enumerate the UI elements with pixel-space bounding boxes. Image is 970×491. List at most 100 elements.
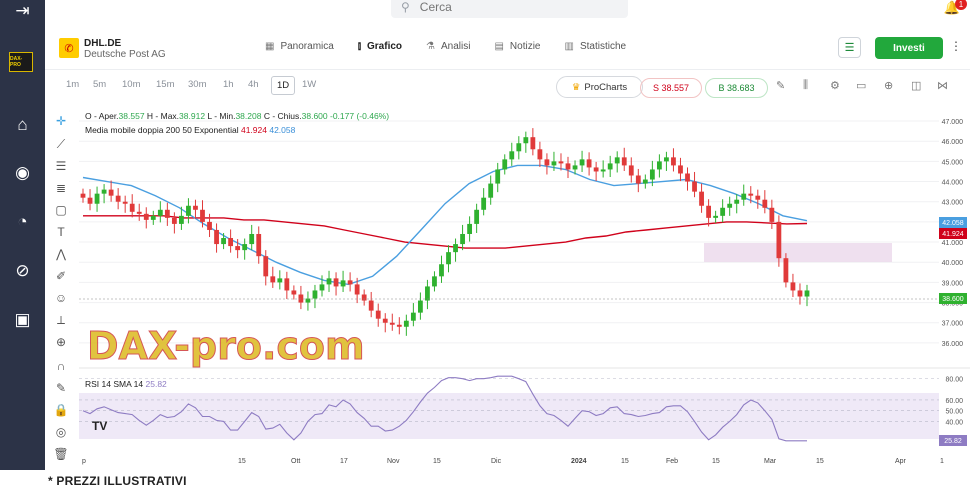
x-tick-label: Ott xyxy=(291,458,300,465)
candle-body xyxy=(790,282,796,291)
left-sidebar: ⇥ DAX-PRO ⌂ ◉ ◔ ⊘ ▣ xyxy=(0,0,45,470)
crosshair-icon[interactable]: ✛ xyxy=(55,114,67,128)
screenshot-icon[interactable]: ◫ xyxy=(911,80,922,92)
candle-body xyxy=(354,284,360,295)
dhl-logo-icon: ✆ xyxy=(59,38,79,58)
text-icon[interactable]: T xyxy=(57,225,65,239)
fibonacci-icon[interactable]: ≣ xyxy=(55,181,67,195)
ma50-axis-tag xyxy=(939,217,967,228)
more-menu-icon[interactable]: ⋮ xyxy=(950,39,962,53)
discover-compass-icon[interactable]: ⊘ xyxy=(15,261,30,280)
tab-statistiche[interactable]: ▥ Statistiche xyxy=(564,41,627,52)
rsi-tick-label: 50.00 xyxy=(945,409,963,416)
portfolio-pie-icon[interactable]: ◔ xyxy=(17,212,28,231)
candle-body xyxy=(446,252,451,265)
rsi-legend: RSI 14 SMA 14 25.82 xyxy=(85,379,167,389)
candle-body xyxy=(572,165,578,170)
candle-body xyxy=(221,238,226,245)
tab-panoramica[interactable]: ▦ Panoramica xyxy=(265,41,334,52)
x-tick-label: Apr xyxy=(895,458,907,465)
x-tick-label: 2024 xyxy=(571,458,587,465)
candle-body xyxy=(263,256,269,277)
rectangle-icon[interactable]: ▢ xyxy=(55,203,67,217)
search-input[interactable] xyxy=(419,0,600,14)
lock-drawing-icon[interactable]: ✎ xyxy=(55,381,67,395)
candle-body xyxy=(537,149,543,160)
footer-note: * PREZZI ILLUSTRATIVI xyxy=(48,474,187,488)
candle-body xyxy=(410,312,416,321)
pattern-icon[interactable]: ⋀ xyxy=(56,247,66,261)
watchlist-eye-icon[interactable]: ◉ xyxy=(15,163,30,182)
home-icon[interactable]: ⌂ xyxy=(17,115,28,134)
zoom-in-icon[interactable]: ⊕ xyxy=(55,335,67,349)
trash-icon[interactable]: 🗑 xyxy=(53,447,69,461)
buy-price-button[interactable]: B 38.683 xyxy=(705,78,768,98)
timeframe-15m[interactable]: 15m xyxy=(156,79,175,90)
candle-body xyxy=(298,294,304,303)
chart-grid xyxy=(79,120,939,344)
procharts-button[interactable]: ♛ ProCharts xyxy=(556,76,643,98)
timeframe-30m[interactable]: 30m xyxy=(188,79,207,90)
emoji-icon[interactable]: ☺ xyxy=(54,291,68,305)
candle-body xyxy=(157,209,163,216)
chart-icon: ⫾ xyxy=(357,41,362,52)
watchlist-add-button[interactable]: ☰ xyxy=(838,37,861,58)
candle-body xyxy=(347,280,353,285)
candle-body xyxy=(607,163,613,170)
candle-body xyxy=(101,189,107,194)
timeframe-5m[interactable]: 5m xyxy=(93,79,107,90)
timeframe-1m[interactable]: 1m xyxy=(66,79,80,90)
horizontal-lines-icon[interactable]: ☰ xyxy=(55,159,67,173)
zone-rectangle xyxy=(704,243,892,262)
x-tick-label: Mar xyxy=(764,458,777,465)
tab-notizie[interactable]: ▤ Notizie xyxy=(494,41,541,52)
candle-body xyxy=(284,278,290,291)
timeframe-4h[interactable]: 4h xyxy=(248,79,259,90)
magnet-icon[interactable]: ∩ xyxy=(56,359,66,373)
candle-body xyxy=(186,205,191,216)
candle-body xyxy=(481,197,487,210)
candle-body xyxy=(600,169,606,172)
trendline-icon[interactable]: ⟋ xyxy=(56,136,66,151)
layout-icon[interactable]: ▭ xyxy=(856,80,867,92)
brush-icon[interactable]: ✐ xyxy=(55,269,67,283)
price-chart[interactable]: DAX-pro.com 36.000 37.000 38.000 39.000 40.0… xyxy=(79,105,970,470)
lock-icon[interactable]: 🔒 xyxy=(53,403,69,417)
candle-body xyxy=(467,223,473,234)
candle-body xyxy=(776,221,782,259)
sell-price-button[interactable]: S 38.557 xyxy=(640,78,702,98)
candle-body xyxy=(179,215,184,224)
time-axis: p 15 Ott 17 Nov 15 Dic 2024 15 Feb 15 Mar 15 Apr 1 xyxy=(82,458,944,465)
timeframe-10m[interactable]: 10m xyxy=(122,79,141,90)
candle-body xyxy=(326,278,332,285)
candle-body xyxy=(685,173,690,182)
draw-pencil-icon[interactable]: ✎ xyxy=(776,80,786,92)
wallet-icon[interactable]: ▣ xyxy=(14,310,31,329)
candle-body xyxy=(614,157,620,164)
ma200-axis-value: 41.924 xyxy=(942,231,964,238)
ruler-icon[interactable]: ⟂ xyxy=(56,312,65,327)
candle-body xyxy=(741,193,747,200)
candle-body xyxy=(551,161,557,166)
tab-grafico[interactable]: ⫾ Grafico xyxy=(357,41,403,52)
share-icon[interactable]: ⋈ xyxy=(937,80,948,92)
y-tick-label: 44.000 xyxy=(942,180,964,187)
expand-arrow-icon[interactable]: ⇥ xyxy=(15,1,30,20)
search-box[interactable]: ⚲ xyxy=(391,0,628,18)
timeframe-1d[interactable]: 1D xyxy=(271,76,296,95)
candle-body xyxy=(495,169,501,184)
chart-svg[interactable]: DAX-pro.com 36.000 37.000 38.000 39.000 40.0… xyxy=(79,105,970,470)
timeframe-1w[interactable]: 1W xyxy=(302,79,317,90)
tab-analisi[interactable]: ⚗ Analisi xyxy=(426,41,471,52)
add-indicator-icon[interactable]: ⊕ xyxy=(884,80,894,92)
candle-body xyxy=(502,159,508,170)
invest-button[interactable]: Investi xyxy=(875,37,943,59)
candle-body xyxy=(720,207,726,216)
candle-type-icon[interactable]: ⫼ xyxy=(803,79,809,91)
eye-icon[interactable]: ◎ xyxy=(55,425,67,439)
settings-gear-icon[interactable]: ⚙ xyxy=(830,80,840,92)
notification-badge: 1 xyxy=(955,0,967,10)
y-tick-label: 46.000 xyxy=(942,139,964,146)
timeframe-1h[interactable]: 1h xyxy=(223,79,234,90)
instrument-ticker: DHL.DE xyxy=(84,38,122,49)
